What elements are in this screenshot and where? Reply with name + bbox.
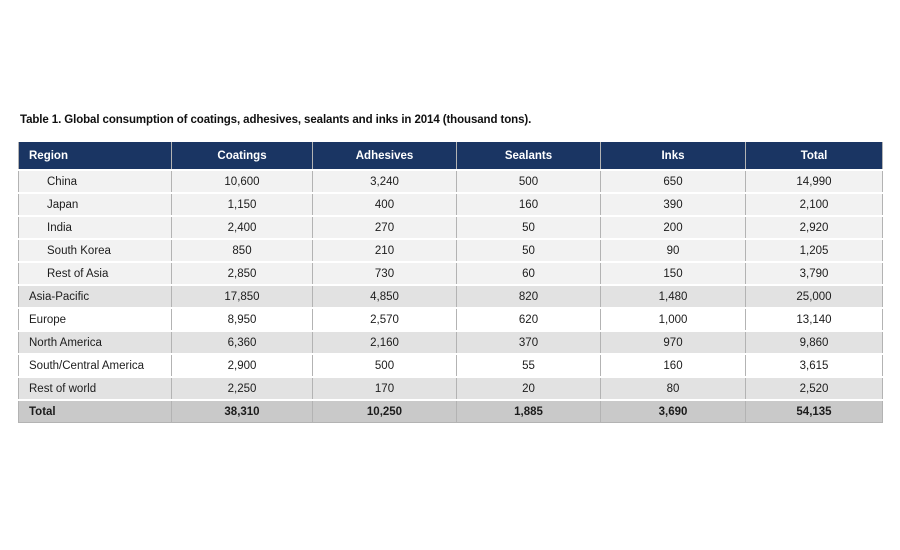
value-cell: 80 bbox=[600, 376, 746, 400]
column-header-total: Total bbox=[745, 142, 883, 170]
value-cell: 25,000 bbox=[745, 284, 883, 308]
value-cell: 4,850 bbox=[312, 284, 457, 308]
table-body: China 10,600 3,240 500 650 14,990 Japan 1,150 40… bbox=[18, 169, 883, 423]
value-cell: 650 bbox=[600, 169, 746, 193]
total-value-cell: 38,310 bbox=[171, 399, 313, 423]
region-cell: South Korea bbox=[18, 238, 172, 262]
region-cell: Japan bbox=[18, 192, 172, 216]
value-cell: 2,920 bbox=[745, 215, 883, 239]
value-cell: 2,570 bbox=[312, 307, 457, 331]
consumption-table: Region Coatings Adhesives Sealants Inks Total… bbox=[18, 142, 883, 423]
value-cell: 270 bbox=[312, 215, 457, 239]
value-cell: 150 bbox=[600, 261, 746, 285]
value-cell: 60 bbox=[456, 261, 601, 285]
value-cell: 850 bbox=[171, 238, 313, 262]
table-row-rest-of-asia: Rest of Asia 2,850 730 60 150 3,790 bbox=[18, 261, 883, 285]
value-cell: 160 bbox=[456, 192, 601, 216]
value-cell: 970 bbox=[600, 330, 746, 354]
region-cell: Europe bbox=[18, 307, 172, 331]
value-cell: 2,250 bbox=[171, 376, 313, 400]
value-cell: 1,480 bbox=[600, 284, 746, 308]
value-cell: 2,160 bbox=[312, 330, 457, 354]
header-row: Region Coatings Adhesives Sealants Inks Total bbox=[18, 142, 883, 170]
region-cell: China bbox=[18, 169, 172, 193]
value-cell: 730 bbox=[312, 261, 457, 285]
value-cell: 160 bbox=[600, 353, 746, 377]
value-cell: 6,360 bbox=[171, 330, 313, 354]
table-row-north-america: North America 6,360 2,160 370 970 9,860 bbox=[18, 330, 883, 354]
total-row: Total 38,310 10,250 1,885 3,690 54,135 bbox=[18, 399, 883, 423]
table-row-south-korea: South Korea 850 210 50 90 1,205 bbox=[18, 238, 883, 262]
table-row-japan: Japan 1,150 400 160 390 2,100 bbox=[18, 192, 883, 216]
value-cell: 370 bbox=[456, 330, 601, 354]
total-value-cell: 3,690 bbox=[600, 399, 746, 423]
column-header-adhesives: Adhesives bbox=[312, 142, 457, 170]
value-cell: 17,850 bbox=[171, 284, 313, 308]
value-cell: 8,950 bbox=[171, 307, 313, 331]
total-value-cell: 1,885 bbox=[456, 399, 601, 423]
total-value-cell: 10,250 bbox=[312, 399, 457, 423]
region-cell: South/Central America bbox=[18, 353, 172, 377]
table-caption: Table 1. Global consumption of coatings,… bbox=[20, 114, 532, 126]
table-row-south-central-america: South/Central America 2,900 500 55 160 3,615 bbox=[18, 353, 883, 377]
value-cell: 90 bbox=[600, 238, 746, 262]
value-cell: 2,400 bbox=[171, 215, 313, 239]
value-cell: 820 bbox=[456, 284, 601, 308]
column-header-sealants: Sealants bbox=[456, 142, 601, 170]
column-header-inks: Inks bbox=[600, 142, 746, 170]
region-cell: North America bbox=[18, 330, 172, 354]
column-header-region: Region bbox=[18, 142, 172, 170]
value-cell: 55 bbox=[456, 353, 601, 377]
total-value-cell: 54,135 bbox=[745, 399, 883, 423]
column-header-coatings: Coatings bbox=[171, 142, 313, 170]
table-row-china: China 10,600 3,240 500 650 14,990 bbox=[18, 169, 883, 193]
value-cell: 13,140 bbox=[745, 307, 883, 331]
value-cell: 170 bbox=[312, 376, 457, 400]
value-cell: 3,240 bbox=[312, 169, 457, 193]
region-cell: Rest of Asia bbox=[18, 261, 172, 285]
region-cell: Asia-Pacific bbox=[18, 284, 172, 308]
table-row-rest-of-world: Rest of world 2,250 170 20 80 2,520 bbox=[18, 376, 883, 400]
value-cell: 20 bbox=[456, 376, 601, 400]
value-cell: 2,850 bbox=[171, 261, 313, 285]
region-cell: India bbox=[18, 215, 172, 239]
value-cell: 9,860 bbox=[745, 330, 883, 354]
value-cell: 2,520 bbox=[745, 376, 883, 400]
value-cell: 3,615 bbox=[745, 353, 883, 377]
value-cell: 620 bbox=[456, 307, 601, 331]
value-cell: 3,790 bbox=[745, 261, 883, 285]
value-cell: 1,150 bbox=[171, 192, 313, 216]
value-cell: 200 bbox=[600, 215, 746, 239]
value-cell: 50 bbox=[456, 238, 601, 262]
value-cell: 14,990 bbox=[745, 169, 883, 193]
value-cell: 500 bbox=[312, 353, 457, 377]
value-cell: 50 bbox=[456, 215, 601, 239]
value-cell: 10,600 bbox=[171, 169, 313, 193]
total-label-cell: Total bbox=[18, 399, 172, 423]
value-cell: 400 bbox=[312, 192, 457, 216]
table-row-india: India 2,400 270 50 200 2,920 bbox=[18, 215, 883, 239]
table-row-europe: Europe 8,950 2,570 620 1,000 13,140 bbox=[18, 307, 883, 331]
value-cell: 1,205 bbox=[745, 238, 883, 262]
value-cell: 2,900 bbox=[171, 353, 313, 377]
value-cell: 1,000 bbox=[600, 307, 746, 331]
value-cell: 390 bbox=[600, 192, 746, 216]
value-cell: 210 bbox=[312, 238, 457, 262]
value-cell: 500 bbox=[456, 169, 601, 193]
region-cell: Rest of world bbox=[18, 376, 172, 400]
value-cell: 2,100 bbox=[745, 192, 883, 216]
table-row-asia-pacific: Asia-Pacific 17,850 4,850 820 1,480 25,000 bbox=[18, 284, 883, 308]
